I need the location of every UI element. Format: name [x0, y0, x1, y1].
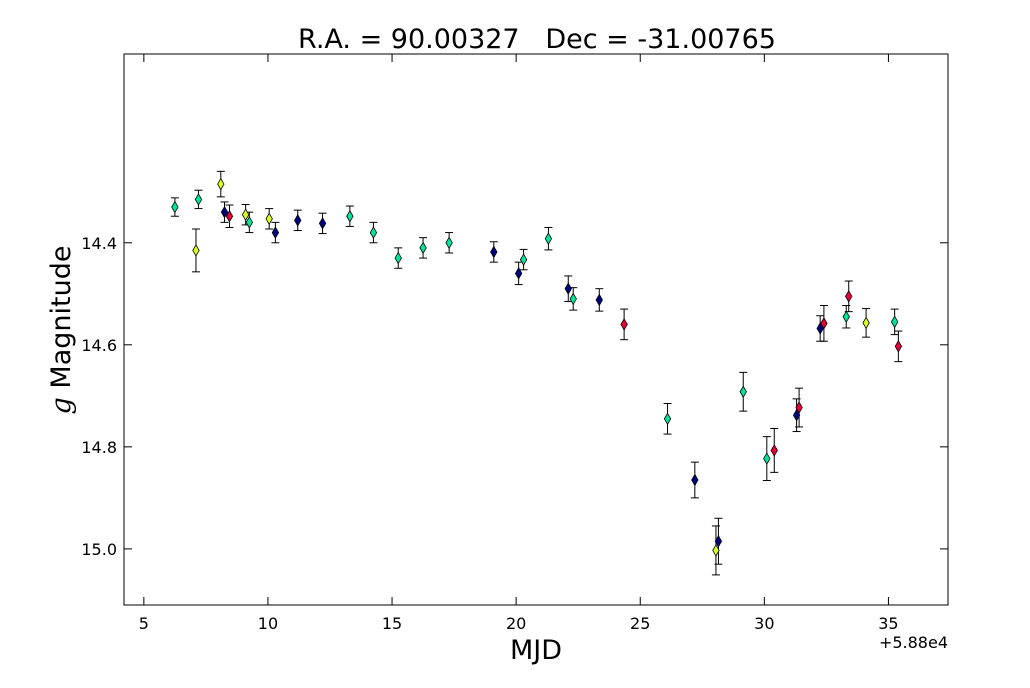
data-point	[714, 534, 723, 548]
x-tick-label: 30	[754, 614, 774, 633]
data-point	[271, 226, 280, 239]
data-point	[763, 452, 771, 465]
data-point	[663, 412, 672, 426]
data-point	[712, 544, 720, 557]
y-tick-label: 14.6	[81, 336, 117, 355]
data-point	[265, 212, 273, 226]
data-point	[192, 244, 200, 257]
y-tick-label: 15.0	[81, 540, 117, 559]
data-point	[241, 208, 250, 222]
data-point	[490, 245, 498, 259]
data-markers	[171, 177, 903, 557]
chart-title: R.A. = 90.00327 Dec = -31.00765	[298, 24, 776, 55]
data-point	[519, 253, 528, 266]
y-tick-label: 14.8	[81, 438, 117, 457]
data-point	[569, 292, 577, 306]
data-point	[739, 385, 747, 399]
data-point	[564, 282, 572, 295]
data-point	[890, 315, 899, 329]
x-tick-label: 25	[630, 614, 650, 633]
data-point	[318, 217, 327, 230]
x-tick-label: 35	[878, 614, 898, 633]
y-axis-label: g Magnitude	[46, 246, 77, 415]
x-axis-label: MJD	[510, 635, 562, 666]
data-point	[845, 290, 853, 303]
data-point	[842, 310, 850, 324]
data-point	[445, 236, 453, 250]
y-axis-text: Magnitude	[46, 246, 77, 389]
y-tick-label: 14.4	[81, 234, 117, 253]
data-point	[862, 316, 870, 330]
data-point	[514, 267, 523, 280]
svg-text:g Magnitude: g Magnitude	[46, 246, 77, 415]
data-point	[194, 193, 203, 206]
data-point	[294, 214, 302, 227]
data-point	[225, 209, 234, 223]
data-point	[346, 209, 354, 223]
data-point	[369, 226, 378, 239]
data-point	[820, 317, 828, 330]
x-tick-label: 20	[506, 614, 526, 633]
data-point	[620, 318, 628, 331]
x-tick-label: 10	[258, 614, 278, 633]
data-point	[220, 205, 229, 219]
x-offset-label: +5.88e4	[879, 633, 948, 652]
data-point	[171, 200, 179, 214]
x-tick-label: 15	[382, 614, 402, 633]
data-point	[544, 232, 553, 245]
data-point	[691, 473, 699, 487]
data-point	[394, 251, 402, 265]
y-axis-symbol: g	[46, 397, 77, 414]
data-point	[770, 444, 778, 457]
data-point	[245, 216, 253, 229]
data-point	[595, 293, 603, 307]
axis-ticks: 5 10 15 20 25 30 35 14.4 14.6 14.8 15.0	[81, 54, 948, 633]
data-point	[419, 241, 427, 255]
x-tick-label: 5	[139, 614, 149, 633]
data-point	[795, 401, 803, 414]
data-point	[894, 340, 903, 353]
data-point	[792, 408, 801, 422]
plot-frame	[123, 53, 949, 606]
data-point	[217, 177, 225, 191]
